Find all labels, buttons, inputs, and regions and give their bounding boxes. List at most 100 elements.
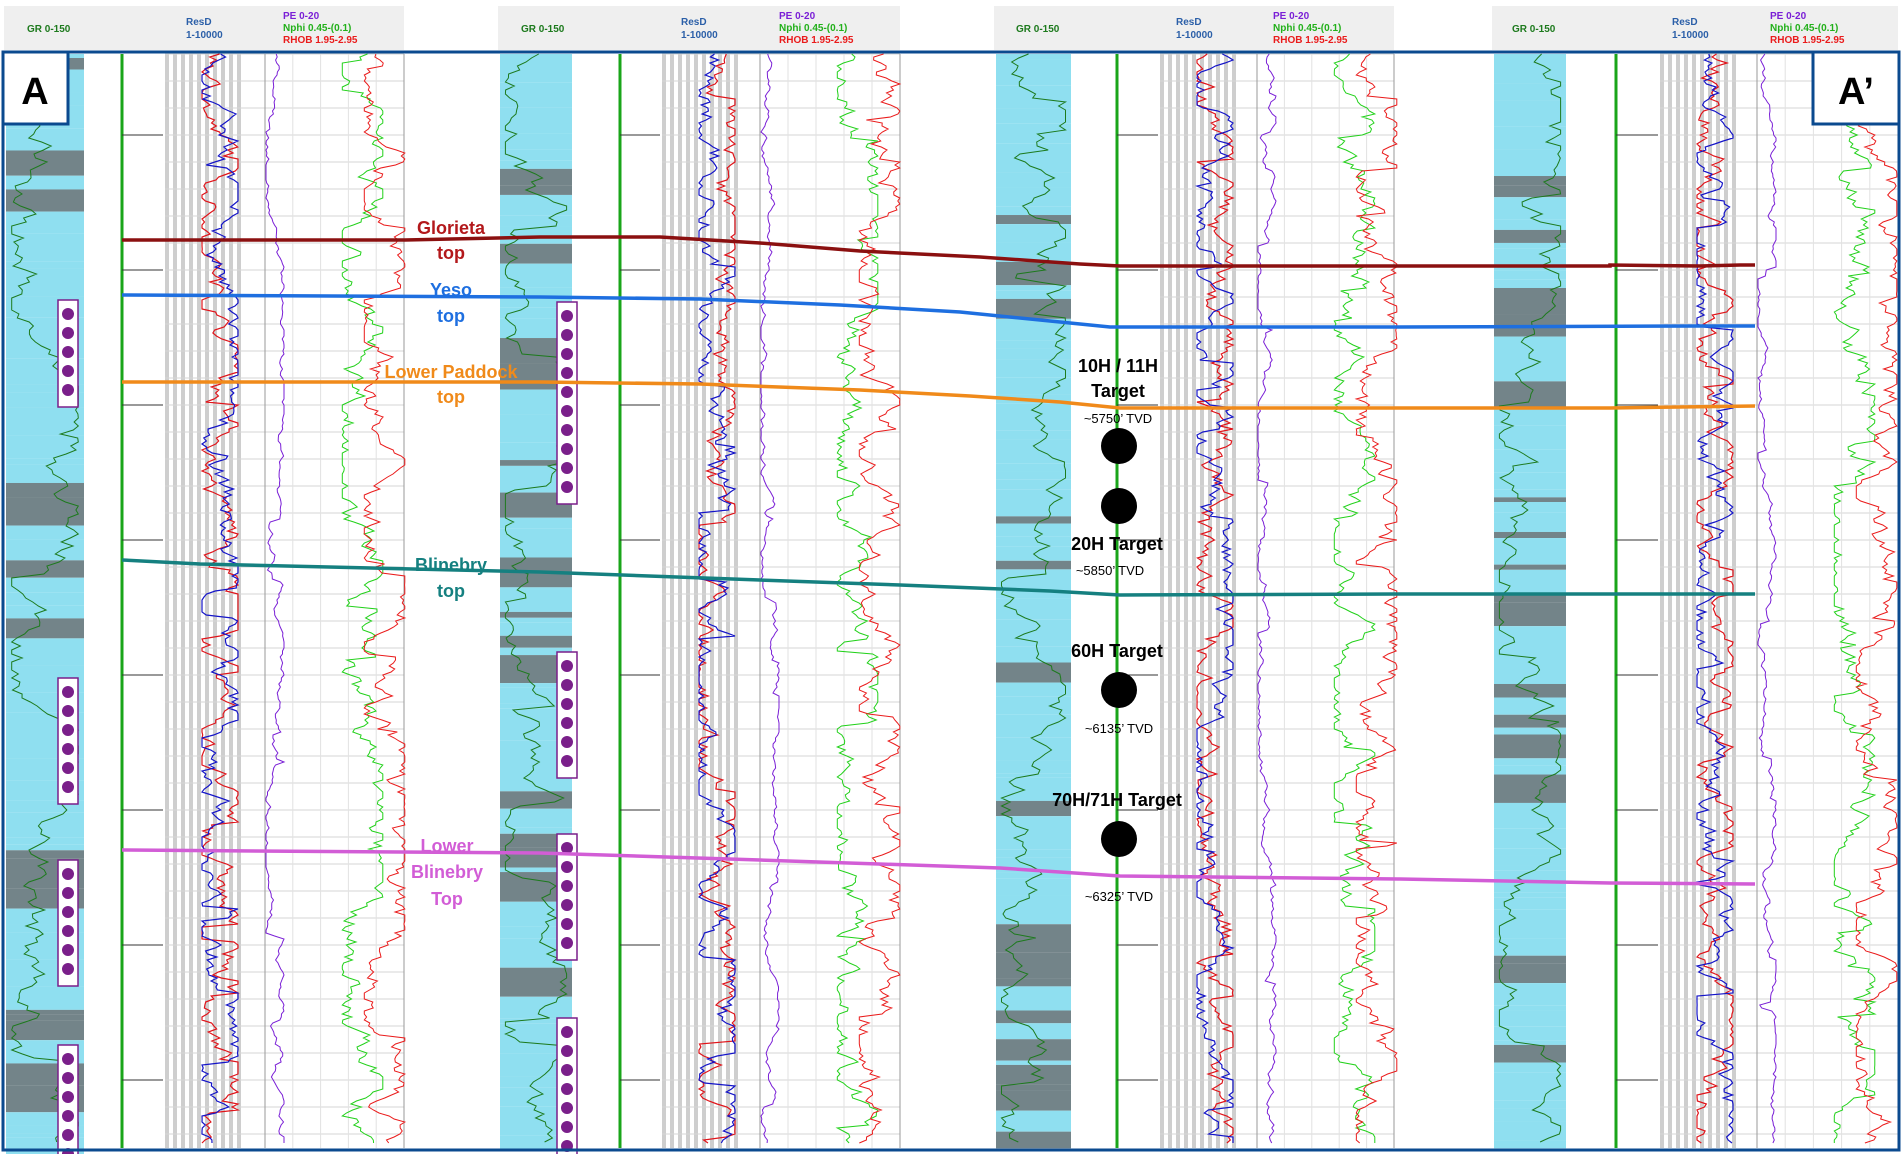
- well-2-resd-range: 1-10000: [681, 30, 718, 41]
- paddock-label-line1: Lower Paddock: [384, 362, 518, 382]
- well-1-resd-header: ResD: [186, 17, 212, 28]
- perf-dot: [62, 906, 74, 918]
- log-tracks: [6, 53, 1899, 1154]
- lower-blinebry-top-line: [121, 848, 1756, 886]
- perf-dot: [561, 698, 573, 710]
- perf-dot: [561, 899, 573, 911]
- well-2-resd-blue-curve: [697, 53, 737, 1144]
- well-3-rhob-header: RHOB 1.95-2.95: [1273, 35, 1348, 46]
- perf-dot: [62, 1091, 74, 1103]
- perf-dot: [561, 880, 573, 892]
- well-1-rhob-curve: [362, 53, 407, 1144]
- well-2-resd-header: ResD: [681, 17, 707, 28]
- header-bands: [4, 6, 1898, 50]
- well-3-resd-range: 1-10000: [1176, 30, 1213, 41]
- well-2-rhob-header: RHOB 1.95-2.95: [779, 35, 854, 46]
- formation-top-lines: [121, 235, 1756, 886]
- perf-dot: [561, 367, 573, 379]
- perf-dot: [561, 755, 573, 767]
- perforation-markers: [57, 299, 578, 1154]
- lower-blinebry-label-line3: Top: [431, 889, 463, 909]
- section-start-box: A: [1, 50, 70, 126]
- well-4-track: [1494, 53, 1899, 1149]
- perf-dot: [561, 1102, 573, 1114]
- well-4-gr-curve: [1498, 53, 1562, 1143]
- target-60h-title: 60H Target: [1071, 641, 1163, 661]
- perf-dot: [561, 937, 573, 949]
- well-4-resd-blue-curve: [1695, 53, 1736, 1144]
- well-2-nphi-curve: [835, 53, 880, 1144]
- section-start-label: A: [21, 71, 48, 113]
- perf-dot: [561, 329, 573, 341]
- perf-dot: [62, 1053, 74, 1065]
- formation-top-labels: Glorieta top Yeso top Lower Paddock top …: [384, 218, 518, 909]
- target-60h-tvd: ~6135’ TVD: [1085, 721, 1153, 736]
- perf-dot: [561, 481, 573, 493]
- perf-dot: [561, 443, 573, 455]
- well-1-rhob-header: RHOB 1.95-2.95: [283, 35, 358, 46]
- well-2-gr-header: GR 0-150: [521, 24, 565, 35]
- perf-dot: [561, 1064, 573, 1076]
- perf-dot: [62, 705, 74, 717]
- perf-dot: [62, 1072, 74, 1084]
- perf-dot: [62, 327, 74, 339]
- perf-dot: [62, 1129, 74, 1141]
- well-3-track: [996, 53, 1395, 1149]
- well-3-resd-red-curve: [1195, 53, 1235, 1144]
- section-frame: [1, 50, 1901, 1152]
- well-3-nphi-curve: [1332, 53, 1377, 1143]
- well-4-nphi-header: Nphi 0.45-(0.1): [1770, 23, 1838, 34]
- perf-dot: [561, 717, 573, 729]
- well-3-pe-header: PE 0-20: [1273, 11, 1310, 22]
- lower-blinebry-label-line2: Blinebry: [411, 862, 483, 882]
- well-1-nphi-header: Nphi 0.45-(0.1): [283, 23, 351, 34]
- well-4-rhob-curve: [1855, 53, 1898, 1144]
- perf-dot: [561, 348, 573, 360]
- well-1-resd-red-curve: [200, 53, 241, 1144]
- blinebry-top-line: [121, 558, 1755, 597]
- section-end-label: A’: [1838, 71, 1874, 113]
- perf-dot: [62, 1110, 74, 1122]
- perf-dot: [561, 842, 573, 854]
- perf-dot: [62, 308, 74, 320]
- target-10h-title-line2: Target: [1091, 381, 1145, 401]
- well-1-pe-header: PE 0-20: [283, 11, 320, 22]
- target-10h-tvd: ~5750’ TVD: [1084, 411, 1152, 426]
- target-10h-dot: [1101, 428, 1137, 464]
- perf-dot: [561, 660, 573, 672]
- target-20h-tvd: ~5850’ TVD: [1076, 563, 1144, 578]
- well-3-gr-curve: [1000, 53, 1068, 1143]
- target-60h-dot: [1101, 672, 1137, 708]
- target-20h-title: 20H Target: [1071, 534, 1163, 554]
- lower-blinebry-label-line1: Lower: [420, 836, 473, 856]
- well-1-header: GR 0-150 ResD 1-10000 PE 0-20 Nphi 0.45-…: [27, 11, 358, 46]
- well-1-resd-range: 1-10000: [186, 30, 223, 41]
- yeso-top-line: [121, 293, 1755, 329]
- well-2-resd-red-curve: [697, 53, 737, 1144]
- well-2-header: GR 0-150 ResD 1-10000 PE 0-20 Nphi 0.45-…: [521, 11, 854, 46]
- yeso-label-line2: top: [437, 306, 465, 326]
- well-4-nphi-curve: [1833, 53, 1877, 1143]
- well-3-gr-header: GR 0-150: [1016, 24, 1060, 35]
- target-70h-dot: [1101, 821, 1137, 857]
- well-4-resd-range: 1-10000: [1672, 30, 1709, 41]
- perf-dot: [62, 963, 74, 975]
- perf-dot: [561, 310, 573, 322]
- section-end-box: A’: [1811, 50, 1901, 126]
- perf-dot: [561, 1121, 573, 1133]
- perf-dot: [62, 781, 74, 793]
- perf-dot: [561, 1083, 573, 1095]
- perf-dot: [561, 1045, 573, 1057]
- well-3-resd-header: ResD: [1176, 17, 1202, 28]
- perf-dot: [561, 405, 573, 417]
- well-4-gr-header: GR 0-150: [1512, 24, 1556, 35]
- well-4-rhob-header: RHOB 1.95-2.95: [1770, 35, 1845, 46]
- well-1-nphi-curve: [340, 53, 385, 1144]
- perf-dot: [62, 346, 74, 358]
- well-2-rhob-curve: [857, 53, 902, 1144]
- well-4-pe-curve: [1757, 53, 1777, 1144]
- glorieta-label-line2: top: [437, 243, 465, 263]
- well-1-gr-header: GR 0-150: [27, 24, 71, 35]
- glorieta-top-line: [122, 235, 1755, 268]
- well-2-pe-header: PE 0-20: [779, 11, 816, 22]
